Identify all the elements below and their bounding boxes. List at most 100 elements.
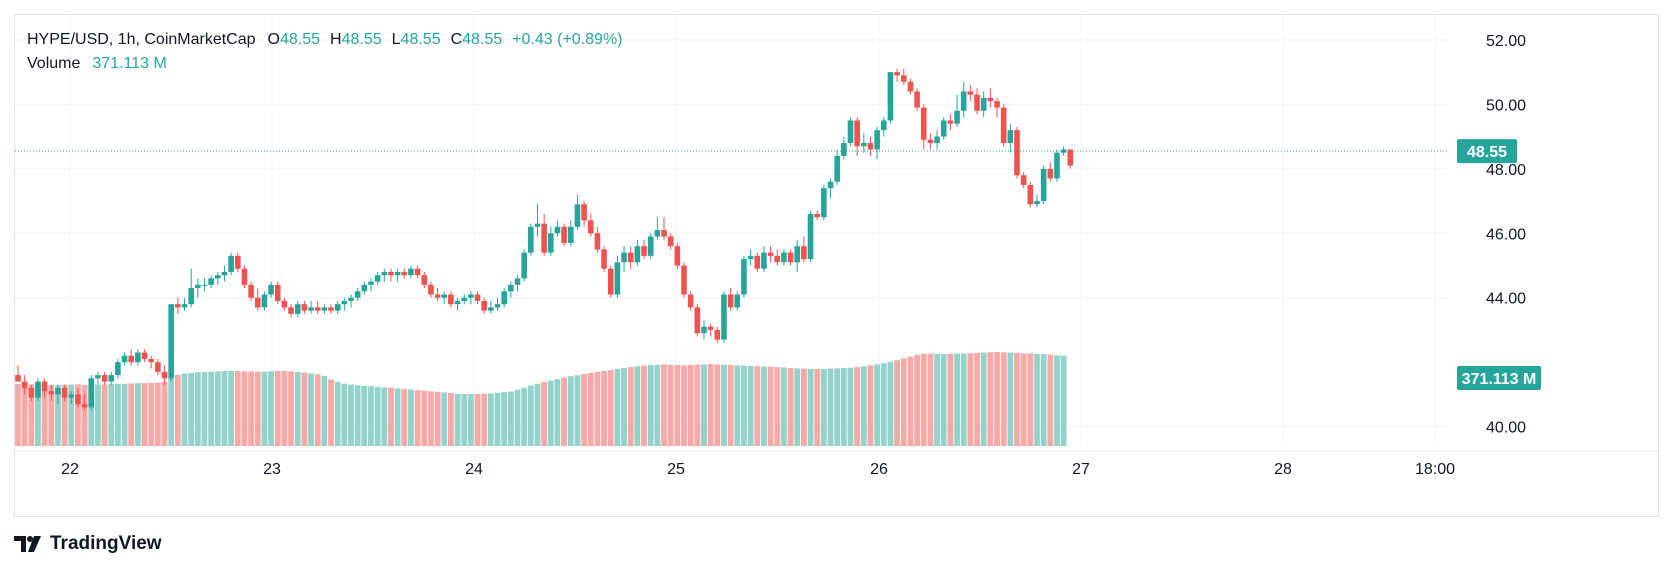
candle <box>41 378 48 398</box>
candle <box>1060 146 1067 156</box>
candle-body <box>61 387 68 398</box>
volume-bar <box>1007 352 1014 446</box>
volume-bar <box>507 391 514 446</box>
volume-bar <box>887 361 894 446</box>
candle-body <box>408 268 414 276</box>
volume-bar <box>434 391 441 446</box>
volume-bar <box>194 372 201 446</box>
volume-bar <box>940 354 947 446</box>
volume-bar <box>294 371 301 446</box>
volume-label[interactable]: Volume <box>27 55 81 72</box>
candle <box>301 300 308 314</box>
candle-body <box>141 352 148 359</box>
candle-body <box>461 297 468 301</box>
candle-body <box>920 107 927 140</box>
volume-bar <box>1040 354 1047 446</box>
candle <box>894 68 900 82</box>
candle <box>108 371 115 385</box>
volume-bar <box>574 375 581 446</box>
candle <box>195 278 201 298</box>
candle <box>68 391 75 405</box>
candle <box>641 239 647 260</box>
volume-bar <box>161 381 168 446</box>
candle-body <box>1000 107 1007 144</box>
candle-body <box>381 271 388 276</box>
time-axis: 22 23 24 25 26 27 28 18:00 <box>61 461 1455 478</box>
candle <box>428 281 434 298</box>
candle-body <box>801 246 807 260</box>
volume-bar <box>15 384 21 446</box>
volume-bar <box>174 374 181 446</box>
candle-body <box>721 294 727 340</box>
candle-body <box>441 294 448 298</box>
volume-bar <box>461 394 468 446</box>
tradingview-brand[interactable]: TradingView <box>14 533 162 555</box>
volume-bar <box>214 371 221 446</box>
candle-body <box>21 381 28 388</box>
candle-body <box>28 387 35 398</box>
candle-body <box>241 268 248 285</box>
volume-bar <box>754 366 761 446</box>
candle-body <box>927 139 934 144</box>
low-value: 48.55 <box>400 31 441 48</box>
volume-bar <box>341 383 348 446</box>
candle <box>781 249 787 266</box>
volume-bar <box>741 365 747 446</box>
candle <box>408 265 414 279</box>
price-chart[interactable]: 40.00 44.00 46.00 48.00 50.00 52.00 48.55 371.1… <box>0 0 1674 520</box>
candle-body <box>1020 175 1027 185</box>
volume-bar <box>1014 352 1020 446</box>
candle-body <box>188 288 194 305</box>
candle-body <box>807 213 814 260</box>
candle <box>974 88 980 115</box>
volume-bar <box>268 371 274 446</box>
candle-body <box>954 110 960 124</box>
high-value: 48.55 <box>341 31 382 48</box>
time-tick-label: 27 <box>1072 461 1090 478</box>
candle <box>181 297 188 311</box>
candle-body <box>781 252 787 263</box>
last-price-badge-bg <box>1457 139 1517 164</box>
candle <box>361 281 368 295</box>
volume-bar <box>687 364 694 446</box>
price-tick-label: 46.00 <box>1486 226 1526 243</box>
candle <box>388 268 394 282</box>
volume-bar <box>288 371 294 446</box>
candle-body <box>508 284 514 292</box>
candle <box>854 117 860 156</box>
candle-body <box>561 226 567 243</box>
volume-bar <box>467 394 474 446</box>
candle <box>954 94 960 127</box>
volume-bar <box>1054 355 1060 446</box>
volume-bar <box>914 355 920 446</box>
candle <box>754 252 761 272</box>
candle-body <box>707 326 714 330</box>
symbol-label[interactable]: HYPE/USD, 1h, CoinMarketCap <box>27 31 256 48</box>
volume-bar <box>534 383 541 446</box>
candle <box>254 288 261 311</box>
time-tick-label: 25 <box>667 461 685 478</box>
volume-bar <box>781 367 787 446</box>
candle <box>115 358 121 379</box>
last-volume-badge: 371.113 M <box>1457 366 1541 390</box>
volume-bar <box>814 368 821 446</box>
candle-body <box>727 294 734 308</box>
candle-body <box>421 275 428 285</box>
candle <box>168 304 174 382</box>
time-tick-label: 26 <box>870 461 888 478</box>
candle-body <box>95 375 101 379</box>
volume-bar <box>547 380 554 446</box>
candle <box>501 288 507 308</box>
candle-body <box>1014 130 1020 176</box>
candle-body <box>221 271 228 276</box>
volume-bar <box>967 353 974 446</box>
candle <box>1027 181 1034 208</box>
candle-body <box>321 307 328 311</box>
volume-bar <box>707 364 714 446</box>
volume-bar <box>820 368 827 446</box>
candle-body <box>481 300 487 311</box>
candle-body <box>308 307 314 311</box>
candle-body <box>434 294 441 298</box>
candle <box>914 88 920 111</box>
volume-bar <box>321 375 328 446</box>
